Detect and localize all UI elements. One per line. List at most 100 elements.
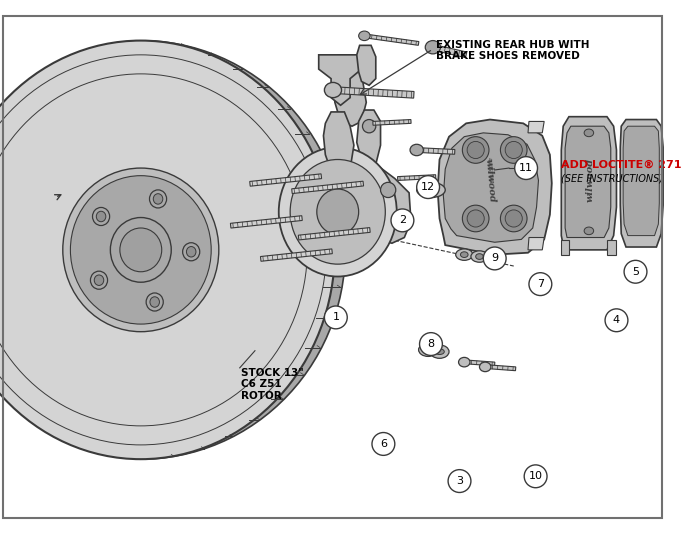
Polygon shape: [490, 365, 516, 371]
Polygon shape: [620, 120, 663, 247]
Ellipse shape: [435, 349, 444, 355]
Ellipse shape: [424, 186, 438, 194]
Ellipse shape: [279, 147, 397, 277]
Text: 4: 4: [613, 315, 620, 325]
Text: ADD LOCTITE® 271: ADD LOCTITE® 271: [561, 160, 682, 170]
Ellipse shape: [90, 271, 108, 289]
Ellipse shape: [505, 142, 522, 159]
Ellipse shape: [491, 256, 498, 261]
Ellipse shape: [153, 194, 163, 204]
Ellipse shape: [97, 211, 106, 222]
Circle shape: [372, 433, 395, 456]
Ellipse shape: [461, 252, 468, 257]
Polygon shape: [373, 120, 411, 125]
Ellipse shape: [63, 168, 219, 332]
Ellipse shape: [467, 142, 484, 159]
Ellipse shape: [458, 357, 470, 367]
Text: EXISTING REAR HUB WITH
BRAKE SHOES REMOVED: EXISTING REAR HUB WITH BRAKE SHOES REMOV…: [435, 40, 589, 61]
Text: 10: 10: [528, 472, 542, 481]
Ellipse shape: [186, 247, 196, 257]
Ellipse shape: [505, 210, 522, 227]
Ellipse shape: [463, 205, 489, 232]
Ellipse shape: [183, 243, 200, 261]
Ellipse shape: [426, 41, 440, 54]
Text: 8: 8: [428, 339, 435, 349]
Ellipse shape: [317, 189, 358, 234]
Polygon shape: [432, 44, 467, 58]
Polygon shape: [230, 216, 302, 228]
Ellipse shape: [0, 41, 335, 459]
Ellipse shape: [324, 82, 342, 98]
Polygon shape: [561, 117, 617, 250]
Polygon shape: [260, 249, 332, 261]
Ellipse shape: [476, 254, 483, 260]
Polygon shape: [357, 45, 376, 85]
Polygon shape: [528, 238, 544, 250]
Text: 2: 2: [399, 215, 406, 225]
Ellipse shape: [71, 176, 211, 324]
Ellipse shape: [92, 207, 110, 225]
Ellipse shape: [120, 228, 162, 272]
Ellipse shape: [500, 137, 527, 163]
Polygon shape: [607, 240, 617, 255]
Text: 1: 1: [332, 312, 340, 323]
Ellipse shape: [430, 345, 449, 358]
Text: 7: 7: [537, 279, 544, 289]
Circle shape: [483, 247, 506, 270]
Polygon shape: [133, 41, 345, 459]
Ellipse shape: [471, 251, 488, 262]
Circle shape: [448, 469, 471, 492]
Ellipse shape: [94, 275, 104, 286]
Polygon shape: [250, 174, 321, 186]
Polygon shape: [528, 121, 544, 133]
Ellipse shape: [381, 182, 395, 198]
Ellipse shape: [584, 227, 594, 234]
Circle shape: [324, 306, 347, 329]
Polygon shape: [357, 110, 381, 164]
Circle shape: [605, 309, 628, 332]
Text: 9: 9: [491, 254, 498, 263]
Ellipse shape: [358, 31, 370, 41]
Polygon shape: [565, 126, 611, 238]
Ellipse shape: [467, 210, 484, 227]
Circle shape: [529, 273, 552, 295]
Ellipse shape: [146, 293, 163, 311]
Text: (SEE INSTRUCTIONS): (SEE INSTRUCTIONS): [561, 174, 664, 184]
Ellipse shape: [424, 347, 433, 352]
Ellipse shape: [480, 362, 491, 372]
Polygon shape: [416, 147, 455, 154]
Polygon shape: [292, 181, 363, 193]
Circle shape: [416, 176, 440, 199]
Polygon shape: [364, 34, 419, 45]
Circle shape: [391, 209, 414, 232]
Ellipse shape: [416, 182, 445, 198]
Polygon shape: [469, 360, 495, 366]
Polygon shape: [314, 161, 366, 245]
Polygon shape: [323, 112, 354, 177]
Text: 3: 3: [456, 476, 463, 486]
Circle shape: [624, 261, 647, 283]
Ellipse shape: [584, 129, 594, 137]
Text: 4 PISTON: 4 PISTON: [486, 156, 493, 182]
Polygon shape: [443, 133, 538, 242]
Ellipse shape: [290, 160, 385, 264]
Ellipse shape: [363, 120, 376, 133]
Polygon shape: [623, 126, 659, 235]
Polygon shape: [438, 120, 552, 255]
Ellipse shape: [111, 217, 172, 282]
Ellipse shape: [456, 249, 472, 261]
Text: wilwood: wilwood: [484, 158, 496, 203]
Text: 12: 12: [421, 182, 435, 192]
Polygon shape: [398, 175, 436, 180]
Polygon shape: [561, 240, 569, 255]
Ellipse shape: [150, 190, 167, 208]
Ellipse shape: [500, 205, 527, 232]
Text: 5: 5: [632, 267, 639, 277]
Text: 6: 6: [380, 439, 387, 449]
Text: wilwood: wilwood: [585, 159, 594, 202]
Polygon shape: [366, 161, 411, 243]
Polygon shape: [333, 55, 366, 126]
Ellipse shape: [150, 297, 160, 307]
Text: 11: 11: [519, 163, 533, 173]
Polygon shape: [332, 87, 414, 98]
